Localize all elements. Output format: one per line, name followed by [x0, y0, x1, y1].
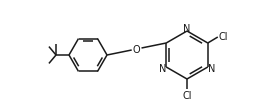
Text: N: N: [208, 64, 215, 74]
Text: Cl: Cl: [219, 32, 228, 42]
Text: N: N: [183, 23, 191, 33]
Text: N: N: [159, 64, 166, 74]
Text: Cl: Cl: [182, 90, 192, 100]
Text: O: O: [133, 45, 140, 55]
